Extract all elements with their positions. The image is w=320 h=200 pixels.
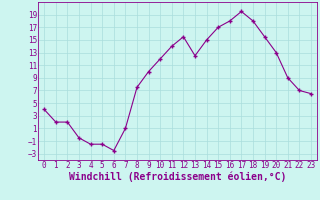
X-axis label: Windchill (Refroidissement éolien,°C): Windchill (Refroidissement éolien,°C)	[69, 172, 286, 182]
